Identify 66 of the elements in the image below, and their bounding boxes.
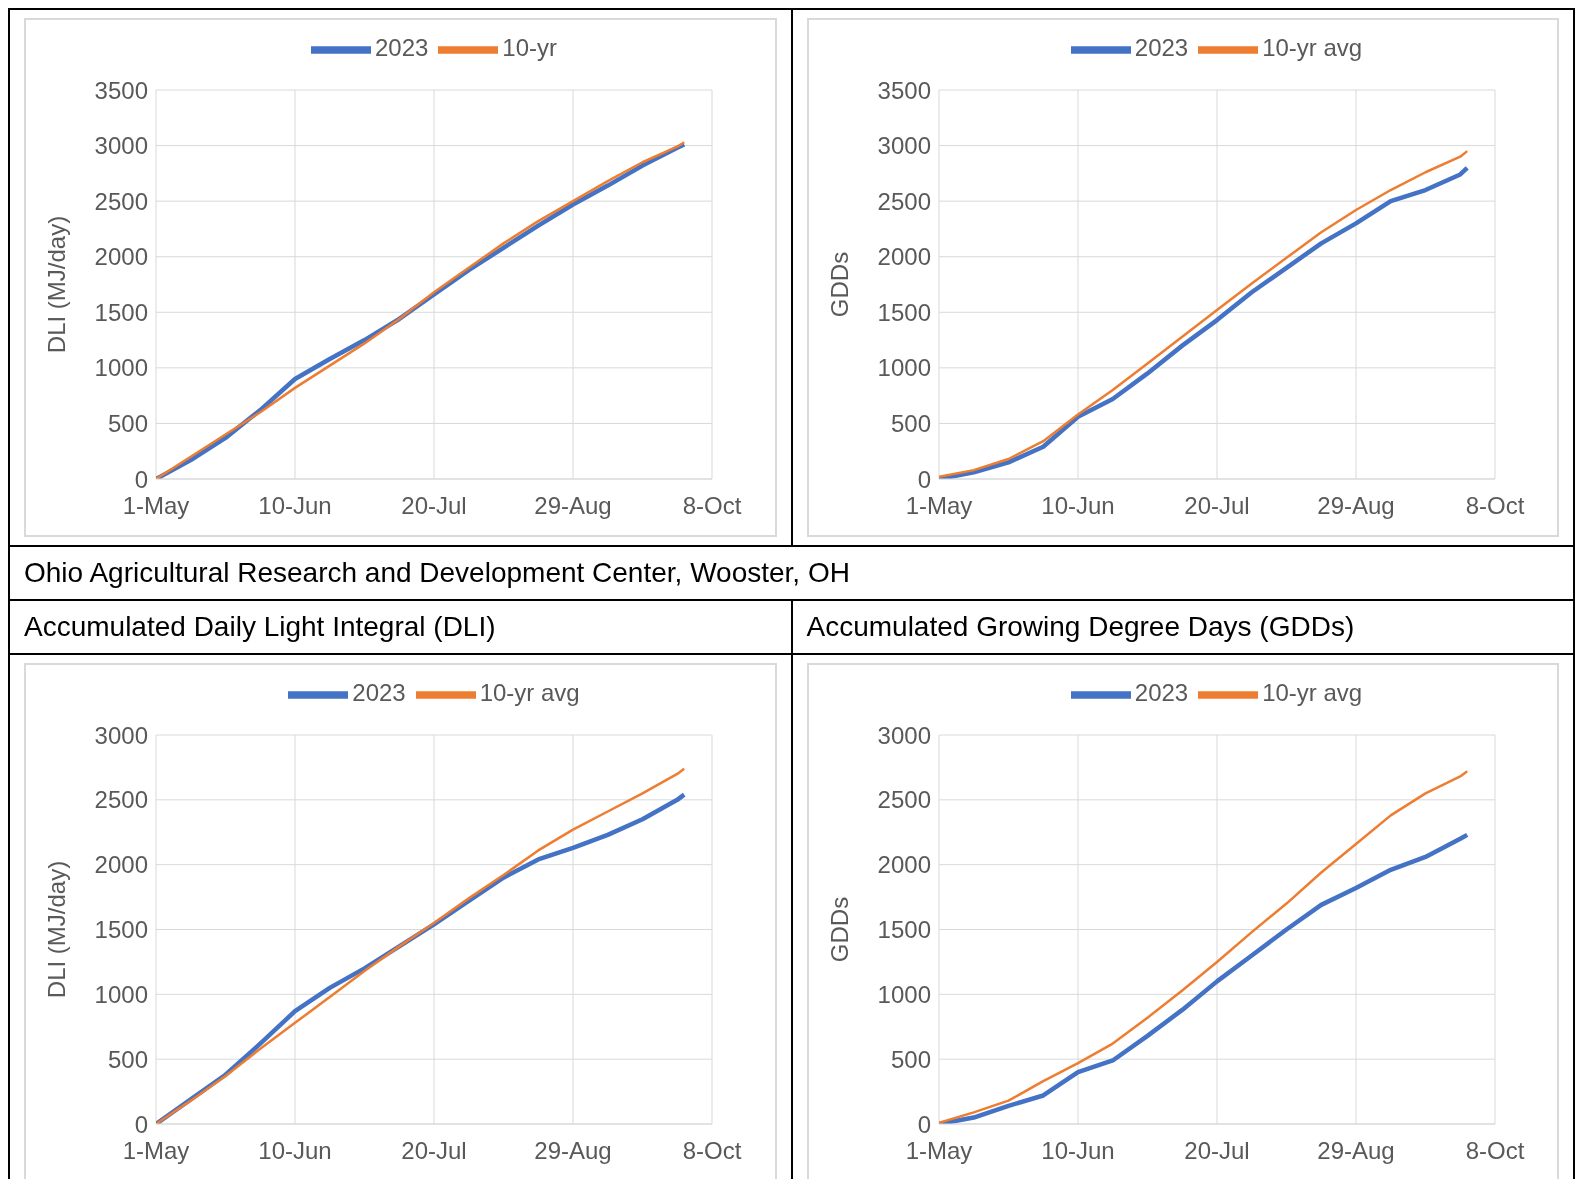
legend-label: 2023 bbox=[1134, 679, 1189, 707]
line-series bbox=[938, 770, 1468, 1124]
x-tick-label: 1-May bbox=[122, 1137, 190, 1165]
x-tick-label: 1-May bbox=[905, 492, 972, 520]
y-tick-label: 2000 bbox=[94, 851, 148, 879]
chart-title: Accumulated Daily Light Integral (DLI) bbox=[9, 600, 792, 654]
y-tick-label: 0 bbox=[134, 465, 148, 493]
y-tick-label: 1000 bbox=[877, 354, 931, 382]
y-tick-label: 0 bbox=[917, 1110, 931, 1138]
y-tick-label: 1500 bbox=[94, 298, 148, 326]
y-tick-label: 500 bbox=[107, 409, 148, 437]
y-tick-label: 1500 bbox=[877, 916, 931, 944]
legend-label: 10-yr avg bbox=[479, 679, 580, 707]
y-tick-label: 2500 bbox=[94, 187, 148, 215]
legend-label: 2023 bbox=[374, 34, 429, 62]
y-tick-label: 2500 bbox=[877, 786, 931, 814]
x-tick-label: 8-Oct bbox=[1465, 1137, 1525, 1165]
x-tick-label: 1-May bbox=[905, 1137, 972, 1165]
legend-label: 10-yr bbox=[502, 34, 558, 62]
legend-label: 2023 bbox=[1134, 34, 1189, 62]
y-tick-label: 1500 bbox=[94, 916, 148, 944]
legend-label: 2023 bbox=[352, 679, 406, 707]
x-tick-label: 29-Aug bbox=[1316, 492, 1395, 520]
x-tick-label: 20-Jul bbox=[1183, 492, 1250, 520]
chart-title: Accumulated Growing Degree Days (GDDs) bbox=[791, 600, 1574, 654]
y-tick-label: 1000 bbox=[877, 980, 931, 1008]
y-tick-label: 500 bbox=[890, 409, 931, 437]
x-tick-label: 8-Oct bbox=[1465, 492, 1525, 520]
x-tick-label: 20-Jul bbox=[1183, 1137, 1250, 1165]
y-tick-label: 500 bbox=[107, 1045, 148, 1073]
x-tick-label: 29-Aug bbox=[534, 1137, 612, 1165]
y-tick-label: 3500 bbox=[877, 76, 931, 104]
x-tick-label: 1-May bbox=[122, 492, 190, 520]
x-tick-label: 8-Oct bbox=[682, 492, 742, 520]
y-tick-label: 0 bbox=[917, 465, 931, 493]
y-axis-title: GDDs bbox=[825, 251, 853, 318]
y-tick-label: 3000 bbox=[94, 132, 148, 160]
y-tick-label: 1000 bbox=[94, 980, 148, 1008]
x-tick-label: 10-Jun bbox=[1040, 1137, 1115, 1165]
y-tick-label: 3000 bbox=[94, 721, 148, 749]
legend-label: 10-yr avg bbox=[1262, 34, 1363, 62]
x-tick-label: 29-Aug bbox=[534, 492, 612, 520]
x-tick-label: 29-Aug bbox=[1316, 1137, 1395, 1165]
y-tick-label: 2000 bbox=[94, 243, 148, 271]
y-tick-label: 2000 bbox=[877, 243, 931, 271]
y-axis-title: GDDs bbox=[825, 896, 853, 963]
x-tick-label: 10-Jun bbox=[258, 1137, 332, 1165]
y-tick-label: 1000 bbox=[94, 354, 148, 382]
y-tick-label: 3000 bbox=[877, 721, 931, 749]
y-tick-label: 2500 bbox=[94, 786, 148, 814]
x-tick-label: 10-Jun bbox=[258, 492, 332, 520]
y-tick-label: 3000 bbox=[877, 132, 931, 160]
x-tick-label: 20-Jul bbox=[401, 492, 467, 520]
y-axis-title: DLI (MJ/day) bbox=[42, 860, 70, 999]
x-tick-label: 20-Jul bbox=[401, 1137, 467, 1165]
y-tick-label: 500 bbox=[890, 1045, 931, 1073]
y-tick-label: 1500 bbox=[877, 298, 931, 326]
legend-label: 10-yr avg bbox=[1262, 679, 1363, 707]
y-tick-label: 2000 bbox=[877, 851, 931, 879]
y-tick-label: 3500 bbox=[94, 76, 148, 104]
y-tick-label: 2500 bbox=[877, 187, 931, 215]
x-tick-label: 8-Oct bbox=[682, 1137, 742, 1165]
y-tick-label: 0 bbox=[134, 1110, 148, 1138]
text: Ohio Agricultural Research and Development Center, Wooster, OH bbox=[9, 546, 1574, 600]
x-tick-label: 10-Jun bbox=[1040, 492, 1115, 520]
y-axis-title: DLI (MJ/day) bbox=[42, 215, 70, 354]
